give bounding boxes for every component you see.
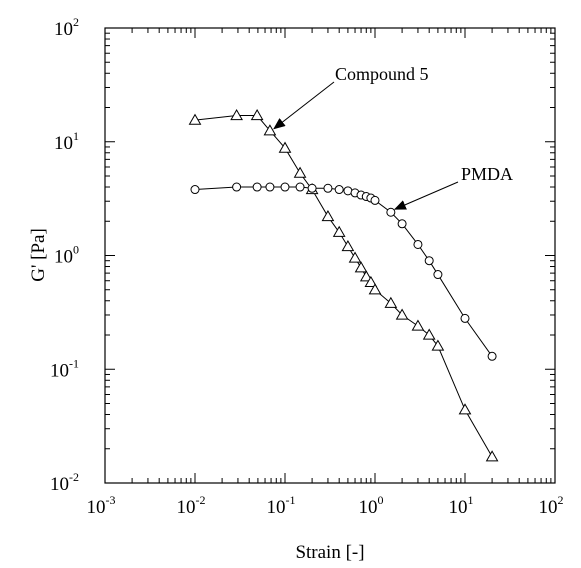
series-line <box>194 186 493 357</box>
data-point-triangle <box>395 308 409 320</box>
series-compound-5 <box>188 109 499 462</box>
data-point-triangle <box>411 319 425 331</box>
data-point-triangle <box>368 283 382 295</box>
annotation-label: Compound 5 <box>335 64 429 84</box>
data-point-triangle <box>263 124 277 136</box>
y-tick-label: 10-1 <box>50 356 79 381</box>
annotation-label: PMDA <box>461 164 513 184</box>
data-point-triangle <box>359 270 373 282</box>
data-point-circle <box>433 270 443 280</box>
y-tick-label: 100 <box>54 243 79 268</box>
y-tick-label: 10-2 <box>50 470 79 495</box>
annotation-layer: Compound 5 PMDA <box>273 64 513 210</box>
data-point-triangle <box>278 141 292 153</box>
data-point-triangle <box>485 450 499 462</box>
data-point-triangle <box>431 339 445 351</box>
x-tick-label: 10-3 <box>87 493 116 518</box>
data-point-triangle <box>250 109 264 121</box>
data-point-triangle <box>458 403 472 415</box>
series-pmda <box>190 182 497 361</box>
data-point-circle <box>307 183 317 193</box>
data-point-triangle <box>348 251 362 263</box>
data-point-circle <box>397 219 407 229</box>
x-tick-label: 10-1 <box>267 493 296 518</box>
annotation-arrow <box>273 81 335 130</box>
data-point-triangle <box>341 239 355 252</box>
data-point-circle <box>280 182 290 192</box>
data-point-circle <box>295 182 305 192</box>
y-tick-labels: 10-2 10-1 100 101 102 <box>50 15 79 495</box>
data-point-triangle <box>293 166 307 178</box>
data-point-circle <box>252 182 262 192</box>
x-tick-label: 100 <box>359 493 384 518</box>
y-axis-label: G' [Pa] <box>28 228 49 282</box>
x-axis-label: Strain [-] <box>295 542 364 563</box>
data-point-circle <box>424 256 434 266</box>
data-point-triangle <box>332 225 346 237</box>
x-tick-labels: 10-3 10-2 10-1 100 101 102 <box>87 493 564 518</box>
y-tick-label: 101 <box>54 129 79 154</box>
data-point-circle <box>265 182 275 192</box>
series-line <box>194 115 493 458</box>
x-tick-label: 10-2 <box>177 493 206 518</box>
data-point-circle <box>334 185 344 195</box>
tick-marks <box>104 27 556 484</box>
data-point-circle <box>370 195 380 205</box>
data-point-circle <box>386 207 396 217</box>
series-layer <box>188 109 499 462</box>
data-point-circle <box>323 183 333 193</box>
plot-frame <box>104 27 556 484</box>
data-point-triangle <box>384 296 398 308</box>
data-point-circle <box>232 182 242 192</box>
data-point-triangle <box>354 261 368 273</box>
data-point-circle <box>413 239 423 249</box>
data-point-circle <box>487 351 497 361</box>
data-point-triangle <box>230 109 243 121</box>
data-point-triangle <box>188 113 202 125</box>
x-tick-label: 101 <box>449 493 474 518</box>
data-point-triangle <box>364 275 378 288</box>
data-point-triangle <box>321 210 335 222</box>
data-point-triangle <box>422 328 436 340</box>
annotation-arrow <box>393 181 459 210</box>
y-tick-label: 102 <box>54 15 79 40</box>
data-point-circle <box>190 185 200 195</box>
data-point-circle <box>460 313 470 323</box>
x-tick-label: 102 <box>539 493 564 518</box>
